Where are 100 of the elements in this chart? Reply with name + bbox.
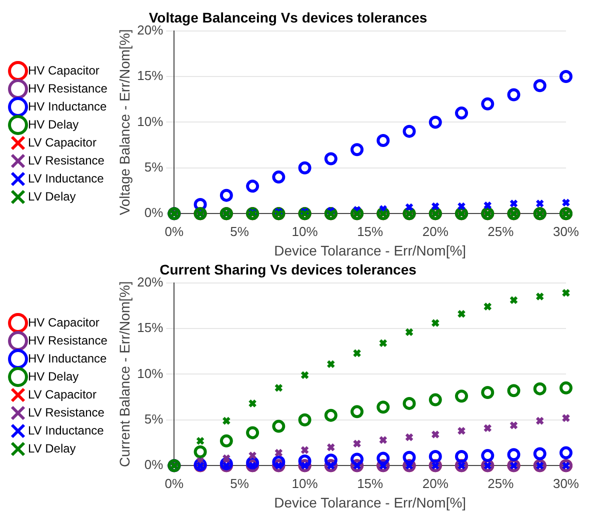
point (402, 396, 416, 410)
point (404, 432, 414, 442)
point (378, 338, 388, 348)
y-axis-title: Voltage Balance - Err/Nom[%] (116, 29, 133, 216)
point (559, 70, 572, 83)
y-tick-label: 0% (144, 457, 164, 472)
point (220, 188, 233, 202)
point (326, 360, 336, 368)
point (455, 450, 468, 463)
point (481, 97, 494, 110)
point (300, 446, 310, 454)
point (428, 393, 442, 406)
point (350, 405, 364, 418)
point (246, 180, 260, 193)
point (509, 421, 518, 430)
x-tick-label: 5% (230, 224, 250, 239)
point (272, 420, 286, 433)
point (507, 384, 520, 398)
y-axis-title: Current Balance - Err/Nom[%] (116, 281, 133, 468)
point (536, 416, 544, 426)
y-tick-label: 10% (137, 114, 164, 129)
point (248, 451, 257, 460)
x-tick-label: 0% (164, 476, 184, 491)
point (300, 370, 310, 380)
point (402, 124, 416, 138)
point (402, 450, 416, 464)
x-tick-label: 5% (230, 476, 250, 491)
point (272, 455, 286, 468)
x-tick-label: 30% (552, 476, 580, 491)
legend-label: LV Capacitor (28, 387, 96, 402)
x-axis-title: Device Tolarance - Err/Nom[%] (274, 494, 466, 510)
point (376, 452, 390, 465)
point (507, 88, 520, 102)
x-axis-title: Device Tolarance - Err/Nom[%] (274, 242, 466, 258)
point (376, 400, 390, 414)
legend-label: HV Capacitor (28, 63, 100, 78)
x-tick-label: 10% (292, 476, 318, 491)
point (509, 296, 518, 304)
legend-label: LV Capacitor (28, 135, 96, 150)
point (536, 199, 544, 208)
point (274, 384, 283, 392)
point (457, 202, 466, 211)
point (559, 381, 572, 394)
legend-label: HV Capacitor (28, 315, 100, 330)
point (428, 116, 442, 129)
x-tick-label: 25% (488, 224, 514, 239)
x-tick-label: 30% (552, 224, 580, 239)
point (222, 416, 231, 426)
point (378, 436, 388, 444)
point (533, 447, 546, 460)
point (562, 288, 570, 298)
legend-label: LV Resistance (28, 153, 105, 168)
x-tick-label: 15% (357, 224, 384, 239)
y-tick-label: 5% (144, 159, 164, 174)
point (298, 454, 312, 468)
point (272, 170, 286, 184)
point (376, 134, 390, 147)
point (194, 445, 207, 458)
legend-label: LV Delay (28, 441, 76, 456)
point (352, 348, 362, 358)
point (324, 152, 338, 166)
y-tick-label: 15% (137, 68, 164, 84)
legend-label: HV Resistance (28, 333, 108, 348)
point (481, 449, 494, 462)
point (509, 199, 518, 208)
point (431, 430, 440, 439)
legend-label: HV Delay (28, 117, 79, 132)
point (352, 439, 362, 448)
point (248, 399, 257, 408)
legend-label: LV Delay (28, 189, 76, 204)
point (457, 426, 466, 436)
y-tick-label: 5% (144, 411, 164, 426)
point (222, 454, 231, 463)
point (533, 382, 546, 396)
point (455, 390, 468, 403)
legend-label: HV Resistance (28, 81, 108, 96)
y-tick-label: 10% (137, 366, 164, 381)
point (483, 201, 492, 210)
legend-label: HV Inductance (28, 99, 108, 114)
point (298, 161, 312, 174)
point (533, 79, 546, 92)
point (455, 106, 468, 120)
legend-label: HV Inductance (28, 351, 108, 366)
point (428, 450, 442, 463)
point (431, 318, 440, 328)
x-tick-label: 15% (357, 476, 384, 491)
point (196, 436, 205, 446)
x-tick-label: 25% (488, 476, 514, 491)
point (220, 434, 233, 448)
point (350, 143, 364, 156)
legend-label: HV Delay (28, 369, 79, 384)
y-tick-label: 15% (137, 320, 164, 336)
x-tick-label: 10% (292, 224, 318, 239)
point (431, 202, 440, 211)
point (246, 426, 260, 440)
point (483, 302, 492, 311)
point (404, 328, 414, 336)
point (324, 408, 338, 422)
point (536, 292, 544, 301)
point (324, 454, 338, 467)
